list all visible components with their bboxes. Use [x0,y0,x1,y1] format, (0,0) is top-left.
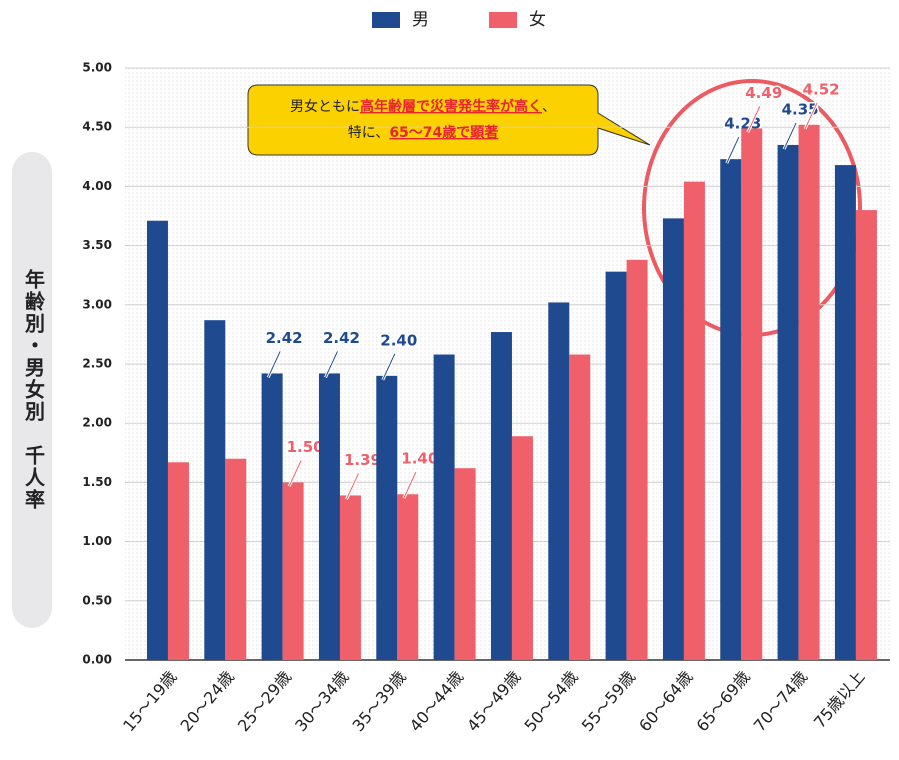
bar [146,220,168,660]
annotation-segment: 高年齢層で災害発生率が高く [360,98,542,115]
y-tick-label: 3.50 [82,238,112,252]
bar [397,494,419,660]
x-tick-label: 60～64歳 [635,667,696,735]
value-label: 2.42 [266,329,303,347]
bar [376,375,398,660]
bar [720,159,742,660]
bar [454,468,476,660]
x-tick-label: 75歳以上 [810,667,869,732]
bar [662,218,684,661]
bar [855,210,877,660]
legend-swatch [372,12,400,28]
y-tick-label: 3.00 [82,297,112,311]
bar [490,332,512,660]
x-tick-label: 35～39歳 [348,667,409,735]
bar [569,354,591,660]
leader-line [804,102,818,130]
y-tick-label: 2.00 [82,416,112,430]
legend-swatch [489,12,517,28]
y-label-box [12,152,52,628]
value-label: 4.52 [803,80,840,98]
annotation-segment: 男女ともに [290,98,360,115]
y-tick-label: 1.50 [82,475,112,489]
value-label: 1.40 [401,450,438,468]
leader-line [726,136,740,164]
leader-line [267,351,281,378]
bar [225,458,247,660]
x-tick-label: 70～74歳 [750,667,811,735]
value-label: 2.40 [380,331,417,349]
bar [777,144,799,660]
bar [282,482,304,660]
bar [626,259,648,660]
bar [548,302,570,660]
legend-label: 男 [412,10,429,30]
bar [204,320,226,660]
value-label: 2.42 [323,329,360,347]
leader-line [325,351,338,378]
x-tick-label: 15～19歳 [119,667,180,735]
annotation-segment: 、 [542,99,556,115]
annotation: 特に、65～74歳で顕著 [348,124,499,141]
value-label: 1.50 [287,438,324,456]
x-tick-label: 40～44歳 [406,667,467,735]
bar [511,436,533,660]
annotation: 男女ともに高年齢層で災害発生率が高く、 [290,98,556,115]
value-label: 1.39 [344,451,381,469]
y-tick-label: 1.00 [82,534,112,548]
leader-line [403,472,417,499]
x-tick-label: 25～29歳 [234,667,295,735]
bar [834,165,856,660]
bar [741,128,763,660]
x-tick-label: 50～54歳 [520,667,581,735]
bar [261,373,283,660]
y-tick-label: 0.50 [82,593,112,607]
bar [433,354,455,660]
bar [318,373,340,660]
callout [247,84,651,156]
bar [683,181,705,660]
y-tick-label: 0.00 [82,653,112,667]
x-tick-label: 30～34歳 [291,667,352,735]
x-tick-label: 45～49歳 [463,667,524,735]
x-tick-label: 20～24歳 [176,667,237,735]
legend-label: 女 [529,10,546,30]
annotation-segment: 特に、 [348,125,390,141]
y-tick-label: 2.50 [82,357,112,371]
y-tick-label: 5.00 [82,61,112,75]
bar [798,124,820,660]
leader-line [346,473,359,500]
leader-line [747,106,761,133]
leader-line [288,460,302,487]
leader-line [382,353,396,381]
value-label: 4.35 [782,100,819,118]
leader-line [783,122,797,150]
annotation-segment: 65～74歳で顕著 [389,124,498,141]
x-tick-label: 55～59歳 [578,667,639,735]
x-tick-label: 65～69歳 [692,667,753,735]
y-tick-label: 4.50 [82,120,112,134]
bar [339,495,361,660]
value-label: 4.49 [745,84,782,102]
bar [605,271,627,660]
bar [167,462,189,660]
y-axis-label: 年齢別・男女別 千人率 [22,268,46,511]
y-tick-label: 4.00 [82,179,112,193]
